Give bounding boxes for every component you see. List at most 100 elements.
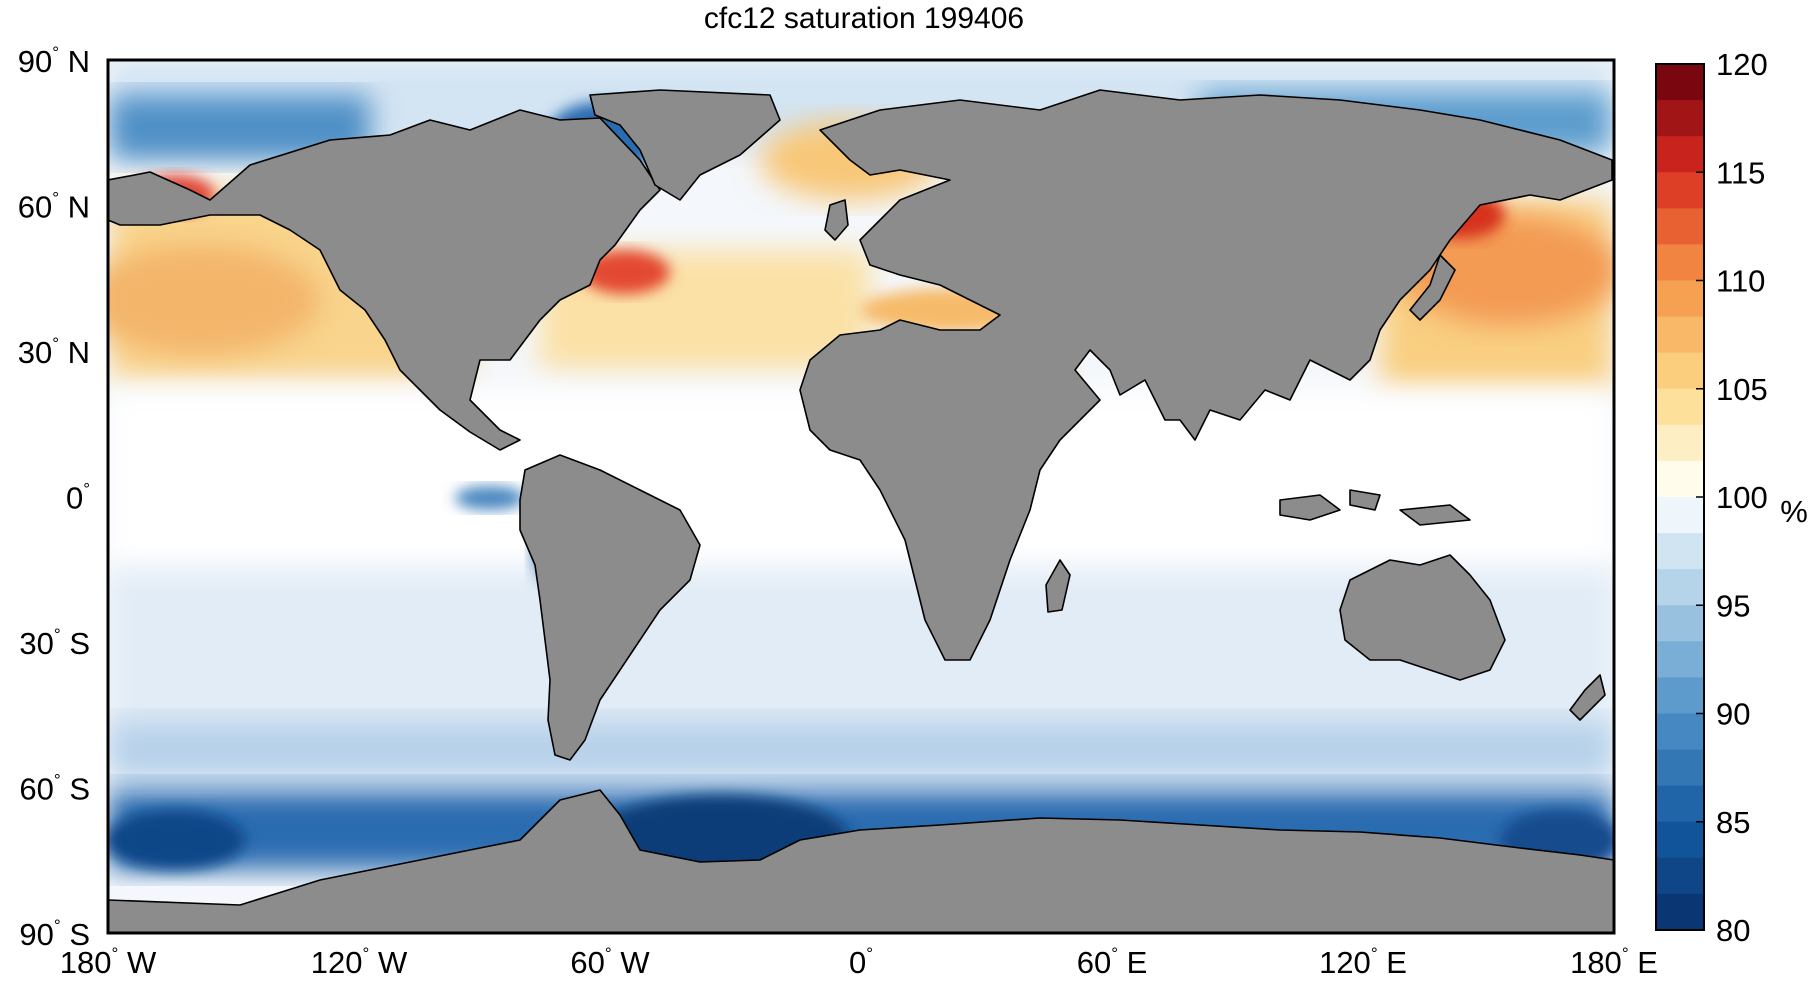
y-tick-label-hemisphere: N <box>59 335 90 370</box>
colorbar-tick-label: 100 <box>1716 480 1768 515</box>
land-south-america <box>519 454 701 761</box>
north-pacific-orange <box>108 245 320 355</box>
colorbar-swatch <box>1656 749 1704 787</box>
x-tick-label: 120° E <box>1319 944 1407 980</box>
x-tick-label-hemisphere: W <box>369 945 408 980</box>
x-tick-label-value: 120 <box>311 945 363 980</box>
colorbar-swatch <box>1656 785 1704 823</box>
southern-ocean-light <box>108 720 1614 780</box>
y-tick-label-hemisphere: S <box>61 772 90 807</box>
landmasses <box>108 89 1614 933</box>
x-tick-label-value: 180 <box>1570 945 1622 980</box>
y-tick-label: 60° N <box>18 189 90 225</box>
colorbar-ticks: 120 115 110 105 100 95 90 85 80 <box>1696 47 1768 948</box>
colorbar: 120 115 110 105 100 95 90 85 80 % <box>1655 47 1808 948</box>
land-british-isles <box>824 199 849 241</box>
east-pacific-blue <box>455 486 525 510</box>
land-antarctica <box>108 789 1614 933</box>
x-tick-label-hemisphere: E <box>1378 945 1407 980</box>
x-tick-label-degree: ° <box>112 944 119 963</box>
colorbar-swatch <box>1656 533 1704 570</box>
x-tick-label-degree: ° <box>1622 944 1629 963</box>
colorbar-swatch <box>1656 100 1704 137</box>
colorbar-tick-label: 110 <box>1716 264 1765 299</box>
colorbar-tick-label: 90 <box>1716 697 1750 732</box>
colorbar-swatch <box>1656 569 1704 606</box>
x-tick-label-hemisphere: W <box>118 945 157 980</box>
gulf-stream-red <box>580 250 670 294</box>
x-tick-label-degree: ° <box>1371 944 1378 963</box>
y-tick-label-value: 30 <box>19 626 53 661</box>
y-tick-label-value: 0 <box>66 481 83 516</box>
land-indonesia <box>1279 489 1471 526</box>
y-tick-label-degree: ° <box>52 43 59 62</box>
x-tick-label-value: 60 <box>1077 945 1111 980</box>
x-axis: 180° W 120° W 60° W 0° 60° E 120° E 180° E <box>60 944 1658 980</box>
y-tick-label: 0° <box>66 480 90 516</box>
y-tick-label-degree: ° <box>83 480 90 499</box>
x-tick-label: 0° <box>849 944 873 980</box>
kuroshio-orange <box>1400 215 1614 325</box>
y-tick-label-hemisphere: N <box>59 44 90 79</box>
ross-deep <box>108 810 245 870</box>
colorbar-swatch <box>1656 605 1704 642</box>
colorbar-swatch <box>1656 280 1704 318</box>
map-title: cfc12 saturation 199406 <box>704 2 1024 35</box>
colorbar-swatch <box>1656 244 1704 282</box>
y-tick-label: 90° N <box>18 43 90 79</box>
x-tick-label-degree: ° <box>1111 944 1118 963</box>
map-frame <box>106 58 1616 935</box>
colorbar-swatch <box>1656 172 1704 209</box>
colorbar-swatch <box>1656 208 1704 246</box>
y-tick-label-degree: ° <box>52 189 59 208</box>
x-tick-label: 180° W <box>60 944 157 980</box>
colorbar-swatch <box>1656 460 1704 498</box>
colorbar-swatch <box>1656 857 1704 895</box>
y-tick-label-degree: ° <box>54 916 61 935</box>
y-tick-label: 60° S <box>19 771 90 807</box>
y-tick-label-value: 90 <box>19 917 53 952</box>
y-tick-label-degree: ° <box>54 625 61 644</box>
y-tick-label-hemisphere: S <box>61 626 90 661</box>
colorbar-swatch <box>1656 677 1704 715</box>
y-tick-label: 30° S <box>19 625 90 661</box>
colorbar-tick-label: 105 <box>1716 372 1768 407</box>
x-tick-label: 120° W <box>311 944 408 980</box>
x-tick-label-hemisphere: E <box>1118 945 1147 980</box>
land-new-zealand <box>1569 674 1606 721</box>
colorbar-swatch <box>1656 713 1704 751</box>
y-tick-label: 30° N <box>18 334 90 370</box>
y-axis: 90° N60° N30° N0°30° S60° S90° S <box>18 43 90 952</box>
x-tick-label-hemisphere: W <box>612 945 651 980</box>
land-greenland <box>589 89 781 201</box>
x-tick-label-degree: ° <box>605 944 612 963</box>
land-australia <box>1339 554 1506 681</box>
colorbar-swatch <box>1656 352 1704 390</box>
colorbar-swatches <box>1656 64 1704 931</box>
x-tick-label-degree: ° <box>866 944 873 963</box>
land-north-america <box>108 109 661 451</box>
colorbar-swatch <box>1656 316 1704 354</box>
colorbar-unit: % <box>1780 494 1808 529</box>
colorbar-swatch <box>1656 821 1704 859</box>
y-tick-label-value: 60 <box>18 190 52 225</box>
colorbar-tick-label: 85 <box>1716 805 1750 840</box>
x-tick-label: 180° E <box>1570 944 1658 980</box>
y-tick-label-hemisphere: S <box>61 917 90 952</box>
x-tick-label: 60° W <box>570 944 650 980</box>
x-tick-label-value: 180 <box>60 945 112 980</box>
colorbar-tick-label: 115 <box>1716 155 1765 190</box>
colorbar-tick-label: 95 <box>1716 588 1750 623</box>
map-area <box>108 60 1614 933</box>
x-tick-label: 60° E <box>1077 944 1148 980</box>
colorbar-swatch <box>1656 497 1704 534</box>
y-tick-label-degree: ° <box>52 334 59 353</box>
y-tick-label-value: 30 <box>18 335 52 370</box>
x-tick-label-value: 120 <box>1319 945 1371 980</box>
colorbar-swatch <box>1656 388 1704 426</box>
colorbar-swatch <box>1656 641 1704 679</box>
colorbar-swatch <box>1656 424 1704 462</box>
y-tick-label-value: 60 <box>19 772 53 807</box>
y-tick-label-degree: ° <box>54 771 61 790</box>
